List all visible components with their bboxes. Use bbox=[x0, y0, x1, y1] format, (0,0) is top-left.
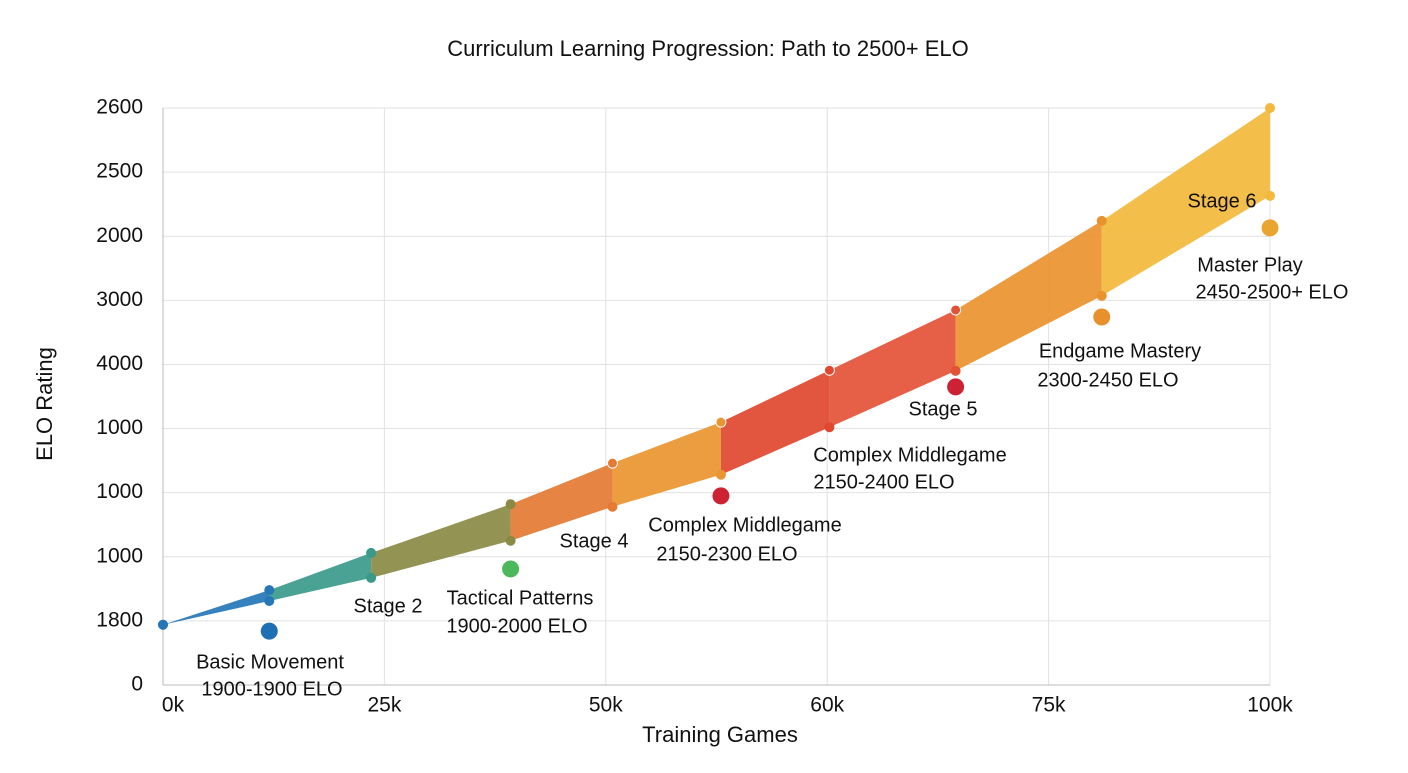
y-tick-label: 1800 bbox=[96, 608, 143, 631]
annotation: 2150-2400 ELO bbox=[813, 471, 954, 493]
upper-point bbox=[1265, 103, 1275, 113]
annotation: Complex Middlegame bbox=[813, 444, 1006, 466]
lower-point bbox=[1265, 190, 1275, 201]
annotation: Stage 6 bbox=[1188, 190, 1257, 212]
lower-point bbox=[264, 596, 275, 607]
annotation: Stage 5 bbox=[909, 398, 978, 420]
chart-title: Curriculum Learning Progression: Path to… bbox=[447, 36, 969, 61]
band-segment bbox=[829, 309, 956, 428]
x-tick-label: 0k bbox=[162, 694, 185, 717]
stage-marker bbox=[1261, 219, 1279, 237]
upper-point bbox=[505, 499, 516, 510]
upper-point bbox=[950, 304, 962, 316]
lower-point bbox=[366, 572, 377, 583]
annotation: Basic Movement bbox=[196, 651, 344, 673]
band-segment bbox=[510, 463, 613, 541]
band-segment bbox=[612, 422, 721, 507]
y-tick-label: 1000 bbox=[96, 416, 143, 439]
y-tick-label: 1000 bbox=[96, 544, 143, 567]
y-tick-label: 3000 bbox=[96, 288, 143, 311]
annotation: 2150-2300 ELO bbox=[656, 543, 797, 565]
lower-point bbox=[158, 619, 168, 630]
annotation: Stage 4 bbox=[560, 530, 629, 552]
x-axis-title: Training Games bbox=[642, 722, 798, 747]
lower-point bbox=[824, 422, 835, 433]
y-tick-label: 2500 bbox=[96, 160, 143, 183]
y-tick-label: 4000 bbox=[96, 352, 143, 375]
band-segment bbox=[955, 220, 1102, 371]
band-segment bbox=[371, 504, 511, 578]
upper-point bbox=[606, 457, 618, 469]
x-tick-label: 60k bbox=[810, 694, 844, 717]
annotation: 2450-2500+ ELO bbox=[1196, 281, 1349, 303]
upper-point bbox=[1096, 215, 1107, 226]
x-tick-label: 100k bbox=[1247, 694, 1293, 717]
lower-point bbox=[715, 469, 726, 480]
y-tick-label: 0 bbox=[131, 673, 143, 696]
annotation: 2300-2450 ELO bbox=[1037, 369, 1178, 391]
lower-point bbox=[950, 365, 961, 376]
annotation: Tactical Patterns bbox=[447, 587, 594, 609]
stage-marker bbox=[947, 378, 965, 396]
annotation: 1900-1900 ELO bbox=[201, 678, 342, 700]
annotation: Complex Middlegame bbox=[648, 514, 841, 536]
band-segment bbox=[1101, 108, 1270, 296]
annotation: Stage 2 bbox=[354, 595, 423, 617]
stage-marker bbox=[1093, 308, 1111, 326]
lower-point bbox=[607, 501, 618, 512]
upper-point bbox=[264, 585, 275, 596]
band-segment bbox=[163, 590, 270, 625]
x-tick-label: 75k bbox=[1032, 694, 1066, 717]
upper-point bbox=[715, 416, 727, 428]
y-tick-label: 2000 bbox=[96, 224, 143, 247]
band-segment bbox=[269, 552, 372, 602]
y-tick-label: 1000 bbox=[96, 480, 143, 503]
stage-marker bbox=[502, 560, 520, 578]
annotation: Endgame Mastery bbox=[1039, 340, 1201, 362]
x-tick-label: 25k bbox=[367, 694, 401, 717]
stage-marker bbox=[260, 622, 278, 640]
y-axis-title: ELO Rating bbox=[32, 347, 57, 461]
lower-point bbox=[505, 535, 516, 546]
lower-point bbox=[1096, 290, 1107, 301]
upper-point bbox=[823, 364, 835, 376]
band-segment bbox=[720, 370, 830, 475]
annotation: Master Play bbox=[1197, 254, 1303, 276]
y-tick-label: 2600 bbox=[96, 96, 143, 119]
stage-marker bbox=[712, 487, 730, 505]
x-tick-label: 50k bbox=[589, 694, 623, 717]
upper-point bbox=[366, 547, 377, 558]
annotation: 1900-2000 ELO bbox=[446, 615, 587, 637]
